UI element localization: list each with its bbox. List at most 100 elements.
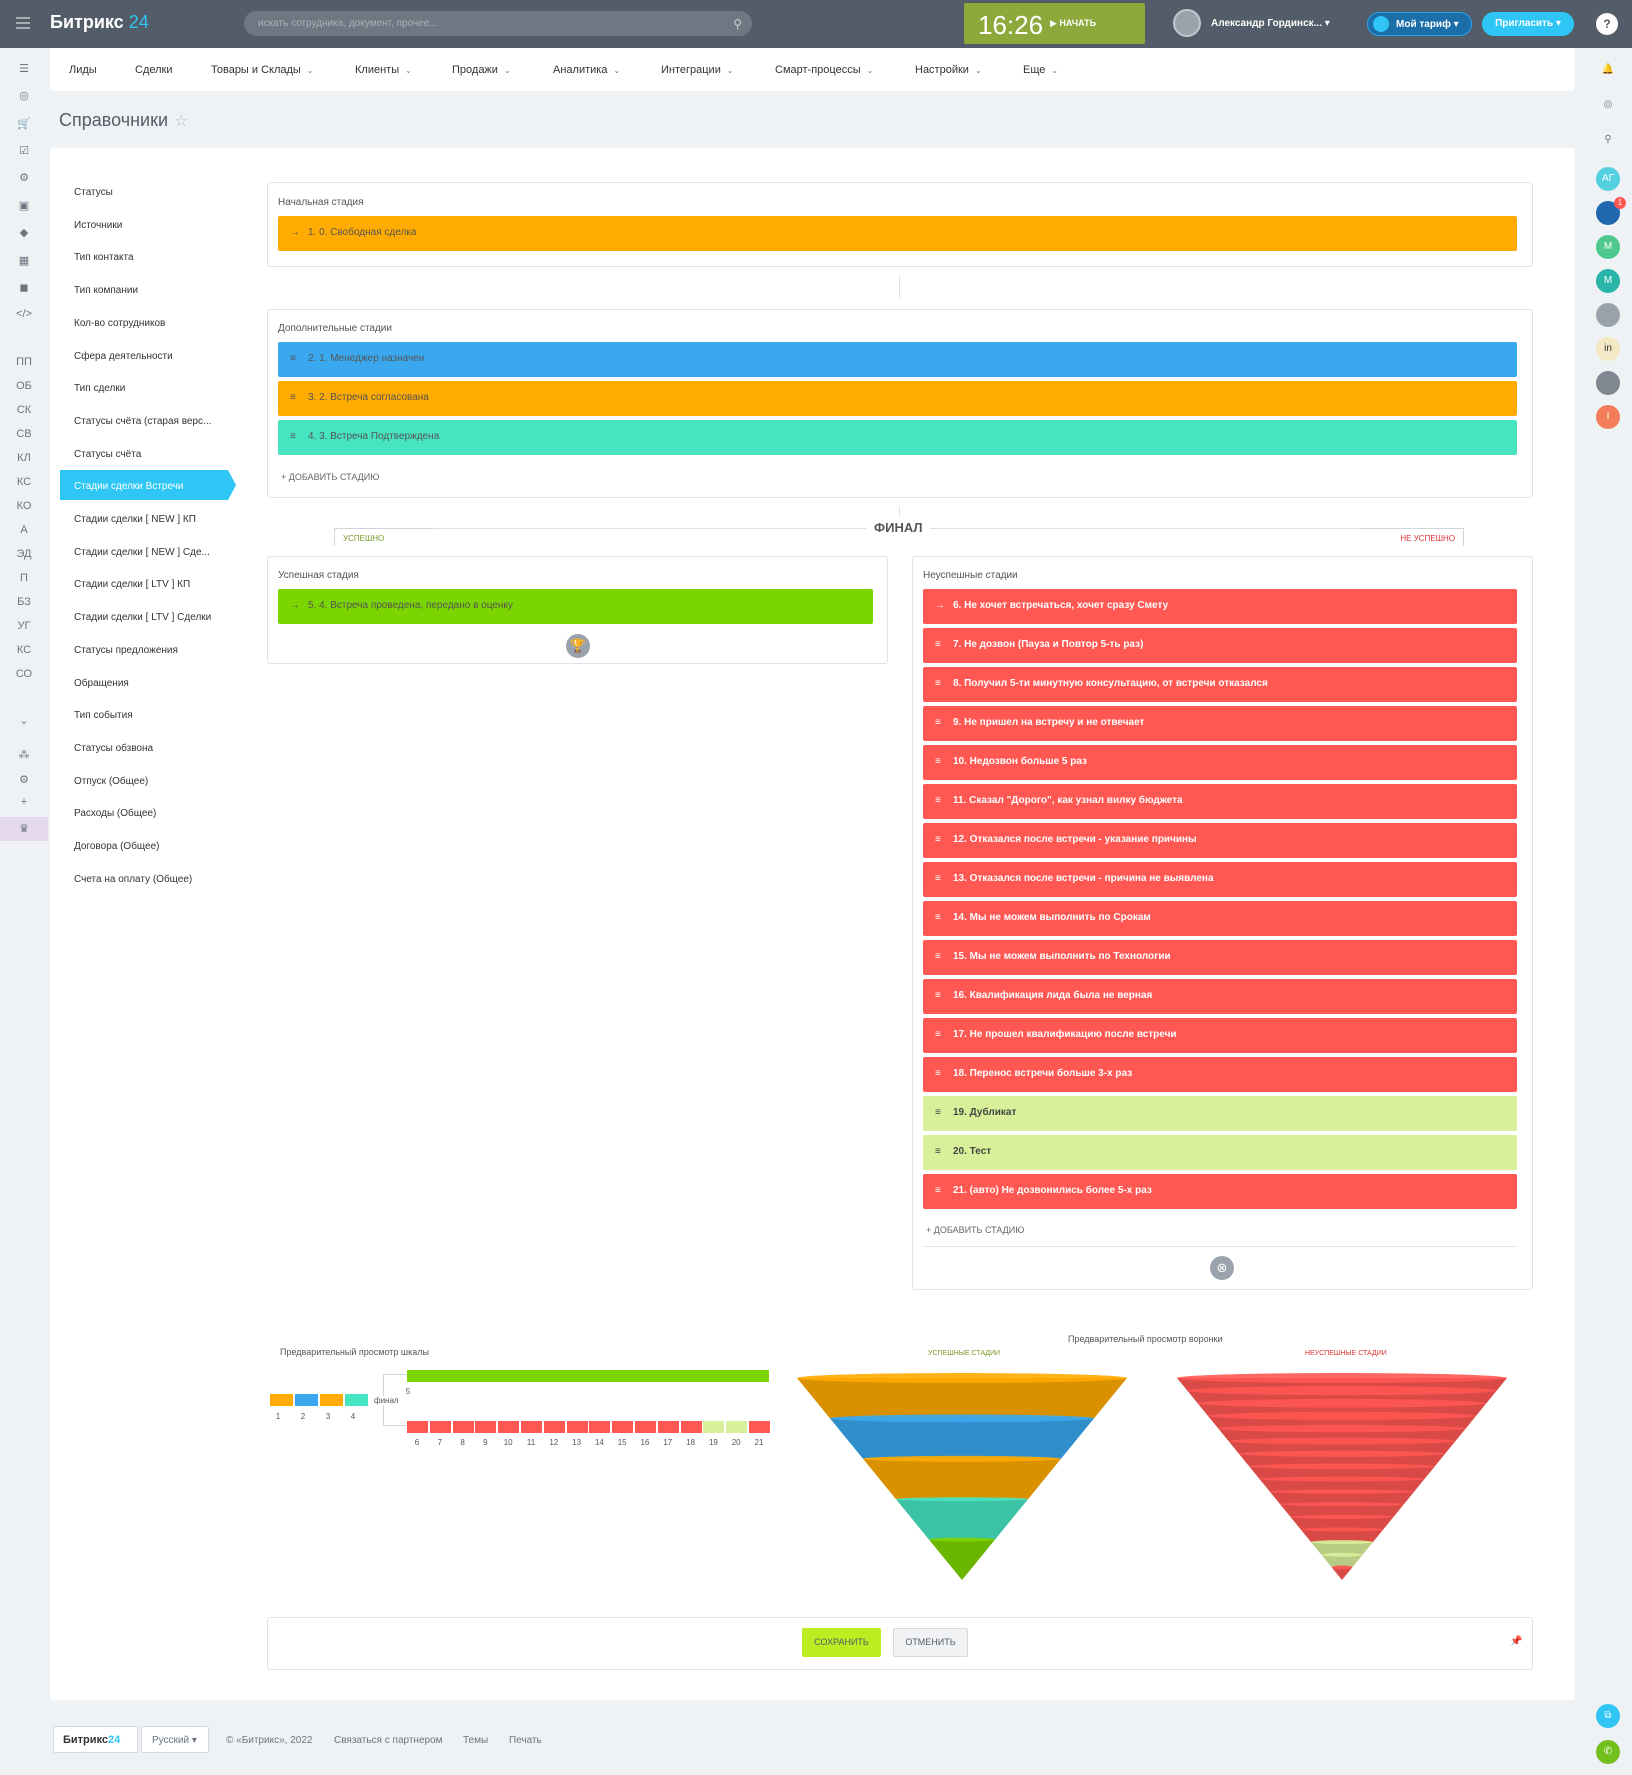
chat-icon[interactable]: ◎: [1603, 99, 1613, 110]
search-icon[interactable]: ⚲: [733, 17, 742, 31]
print-link[interactable]: Печать: [509, 1735, 542, 1746]
sidenav-item[interactable]: Статусы: [74, 187, 113, 198]
drag-handle-icon[interactable]: ≡: [935, 834, 941, 845]
drag-handle-icon[interactable]: ≡: [935, 873, 941, 884]
drag-handle-icon[interactable]: ≡: [935, 639, 941, 650]
sidenav-item[interactable]: Кол-во сотрудников: [74, 317, 166, 329]
copy-icon[interactable]: ⧉: [1596, 1704, 1620, 1728]
bell-icon[interactable]: 🔔: [1601, 64, 1615, 75]
footer-logo[interactable]: Битрикс24: [53, 1726, 138, 1753]
left-menu-item[interactable]: ПП: [16, 356, 32, 368]
star-icon[interactable]: ☆: [174, 113, 189, 130]
menu-item[interactable]: Еще ⌄: [1023, 64, 1058, 76]
start-workday-button[interactable]: ▶ НАЧАТЬ: [1050, 18, 1097, 28]
sitemap-icon[interactable]: ⁂: [18, 749, 30, 761]
drag-handle-icon[interactable]: ≡: [935, 912, 941, 923]
menu-item[interactable]: Лиды: [69, 64, 97, 76]
menu-hamburger-icon[interactable]: [16, 17, 30, 29]
drag-handle-icon[interactable]: ≡: [290, 431, 296, 442]
drag-handle-icon[interactable]: ≡: [935, 1107, 941, 1118]
sidenav-item[interactable]: Стадии сделки [ LTV ] КП: [74, 579, 191, 591]
sidenav-item[interactable]: Обращения: [74, 677, 129, 689]
add-fail-stage-link[interactable]: + ДОБАВИТЬ СТАДИЮ: [926, 1225, 1025, 1235]
sidenav-item[interactable]: Источники: [74, 219, 123, 231]
contact-avatar[interactable]: I: [1596, 405, 1620, 429]
sidenav-item[interactable]: Тип события: [74, 710, 133, 722]
sidenav-item[interactable]: Стадии сделки [ LTV ] Сделки: [74, 612, 212, 624]
sidenav-item[interactable]: Стадии сделки Встречи: [74, 481, 184, 493]
code-icon[interactable]: </>: [16, 308, 32, 320]
gear-group-icon[interactable]: ⚙: [19, 172, 29, 184]
menu-item[interactable]: Сделки: [135, 64, 173, 76]
bitrix-logo[interactable]: Битрикс 24: [50, 12, 149, 33]
left-menu-item[interactable]: ЭД: [16, 548, 32, 560]
sidenav-item[interactable]: Статусы счёта: [74, 448, 142, 460]
help-icon[interactable]: ?: [1596, 13, 1618, 35]
fail-stage-item[interactable]: ≡ 16. Квалификация лида была не верная: [923, 979, 1517, 1014]
menu-item[interactable]: Настройки ⌄: [915, 64, 982, 76]
drag-handle-icon[interactable]: ≡: [935, 1068, 941, 1079]
menu-item[interactable]: Аналитика ⌄: [553, 64, 620, 76]
search-input[interactable]: искать сотрудника, документ, прочее... ⚲: [244, 11, 752, 36]
menu-item[interactable]: Товары и Склады ⌄: [211, 64, 314, 76]
drag-handle-icon[interactable]: ≡: [935, 1029, 941, 1040]
menu-item[interactable]: Интеграции ⌄: [661, 64, 734, 76]
left-menu-item[interactable]: УГ: [17, 620, 31, 632]
sidenav-item[interactable]: Расходы (Общее): [74, 808, 157, 820]
left-menu-item[interactable]: А: [20, 524, 28, 536]
sidenav-item[interactable]: Статусы счёта (старая верс...: [74, 415, 212, 427]
fail-stage-item[interactable]: ≡ 12. Отказался после встречи - указание …: [923, 823, 1517, 858]
sidenav-item[interactable]: Счета на оплату (Общее): [74, 873, 193, 885]
fail-stage-item[interactable]: ≡ 14. Мы не можем выполнить по Срокам: [923, 901, 1517, 936]
stage-item[interactable]: ≡ 4. 3. Встреча Подтверждена: [278, 420, 1517, 455]
search-icon[interactable]: ⚲: [1604, 134, 1612, 145]
crown-icon[interactable]: ♛: [0, 817, 48, 841]
invite-button[interactable]: Пригласить ▾: [1482, 12, 1574, 36]
fail-stage-item[interactable]: ≡ 17. Не прошел квалификацию после встреч…: [923, 1018, 1517, 1053]
fail-stage-item[interactable]: ≡ 7. Не дозвон (Пауза и Повтор 5-ть раз): [923, 628, 1517, 663]
stage-item[interactable]: → 1. 0. Свободная сделка: [278, 216, 1517, 251]
left-menu-item[interactable]: БЗ: [17, 596, 31, 608]
sidenav-item[interactable]: Статусы обзвона: [74, 742, 154, 754]
box-icon[interactable]: ▦: [18, 255, 30, 267]
filter-icon[interactable]: ☰: [19, 63, 29, 75]
phone-icon[interactable]: ✆: [1596, 1740, 1620, 1764]
drag-handle-icon[interactable]: ≡: [290, 353, 296, 364]
language-select[interactable]: Русский ▾: [141, 1726, 209, 1753]
themes-link[interactable]: Темы: [463, 1735, 489, 1746]
my-tarif-button[interactable]: Мой тариф ▾: [1367, 12, 1472, 36]
plus-icon[interactable]: +: [20, 796, 28, 808]
contact-avatar[interactable]: М: [1596, 235, 1620, 259]
fail-stage-item[interactable]: ≡ 13. Отказался после встречи - причина н…: [923, 862, 1517, 897]
menu-item[interactable]: Клиенты ⌄: [355, 64, 412, 76]
fail-stage-item[interactable]: ≡ 18. Перенос встречи больше 3-х раз: [923, 1057, 1517, 1092]
left-menu-item[interactable]: КЛ: [17, 452, 31, 464]
sidenav-item[interactable]: Стадии сделки [ NEW ] КП: [74, 514, 196, 525]
drag-handle-icon[interactable]: ≡: [935, 756, 941, 767]
menu-item[interactable]: Продажи ⌄: [452, 64, 511, 76]
contact-avatar[interactable]: [1596, 371, 1620, 395]
cancel-button[interactable]: ОТМЕНИТЬ: [893, 1628, 968, 1657]
left-menu-item[interactable]: ОБ: [16, 380, 32, 392]
sidenav-item[interactable]: Тип сделки: [74, 383, 126, 395]
sidenav-item[interactable]: Тип контакта: [74, 252, 134, 264]
left-menu-item[interactable]: СО: [15, 668, 33, 680]
save-button[interactable]: СОХРАНИТЬ: [802, 1628, 881, 1657]
cart-icon[interactable]: 🛒: [17, 118, 31, 130]
fail-stage-item[interactable]: ≡ 8. Получил 5-ти минутную консультацию, …: [923, 667, 1517, 702]
left-menu-item[interactable]: СВ: [16, 428, 32, 440]
drag-handle-icon[interactable]: ≡: [935, 678, 941, 689]
fail-stage-item[interactable]: ≡ 11. Сказал "Дорого", как узнал вилку бю…: [923, 784, 1517, 819]
left-menu-item[interactable]: КС: [16, 476, 32, 488]
workday-clock[interactable]: 16:26 ▶ НАЧАТЬ: [964, 3, 1145, 44]
sidenav-item[interactable]: Статусы предложения: [74, 644, 178, 656]
sidenav-item[interactable]: Договора (Общее): [74, 841, 160, 852]
drag-handle-icon[interactable]: ≡: [935, 795, 941, 806]
contact-card-icon[interactable]: ▣: [18, 200, 30, 212]
contact-avatar[interactable]: [1596, 303, 1620, 327]
add-stage-link[interactable]: + ДОБАВИТЬ СТАДИЮ: [281, 472, 380, 482]
drag-handle-icon[interactable]: ≡: [935, 951, 941, 962]
fail-stage-item[interactable]: ≡ 10. Недозвон больше 5 раз: [923, 745, 1517, 780]
drag-handle-icon[interactable]: ≡: [290, 392, 296, 403]
sidenav-item[interactable]: Сфера деятельности: [74, 350, 173, 362]
